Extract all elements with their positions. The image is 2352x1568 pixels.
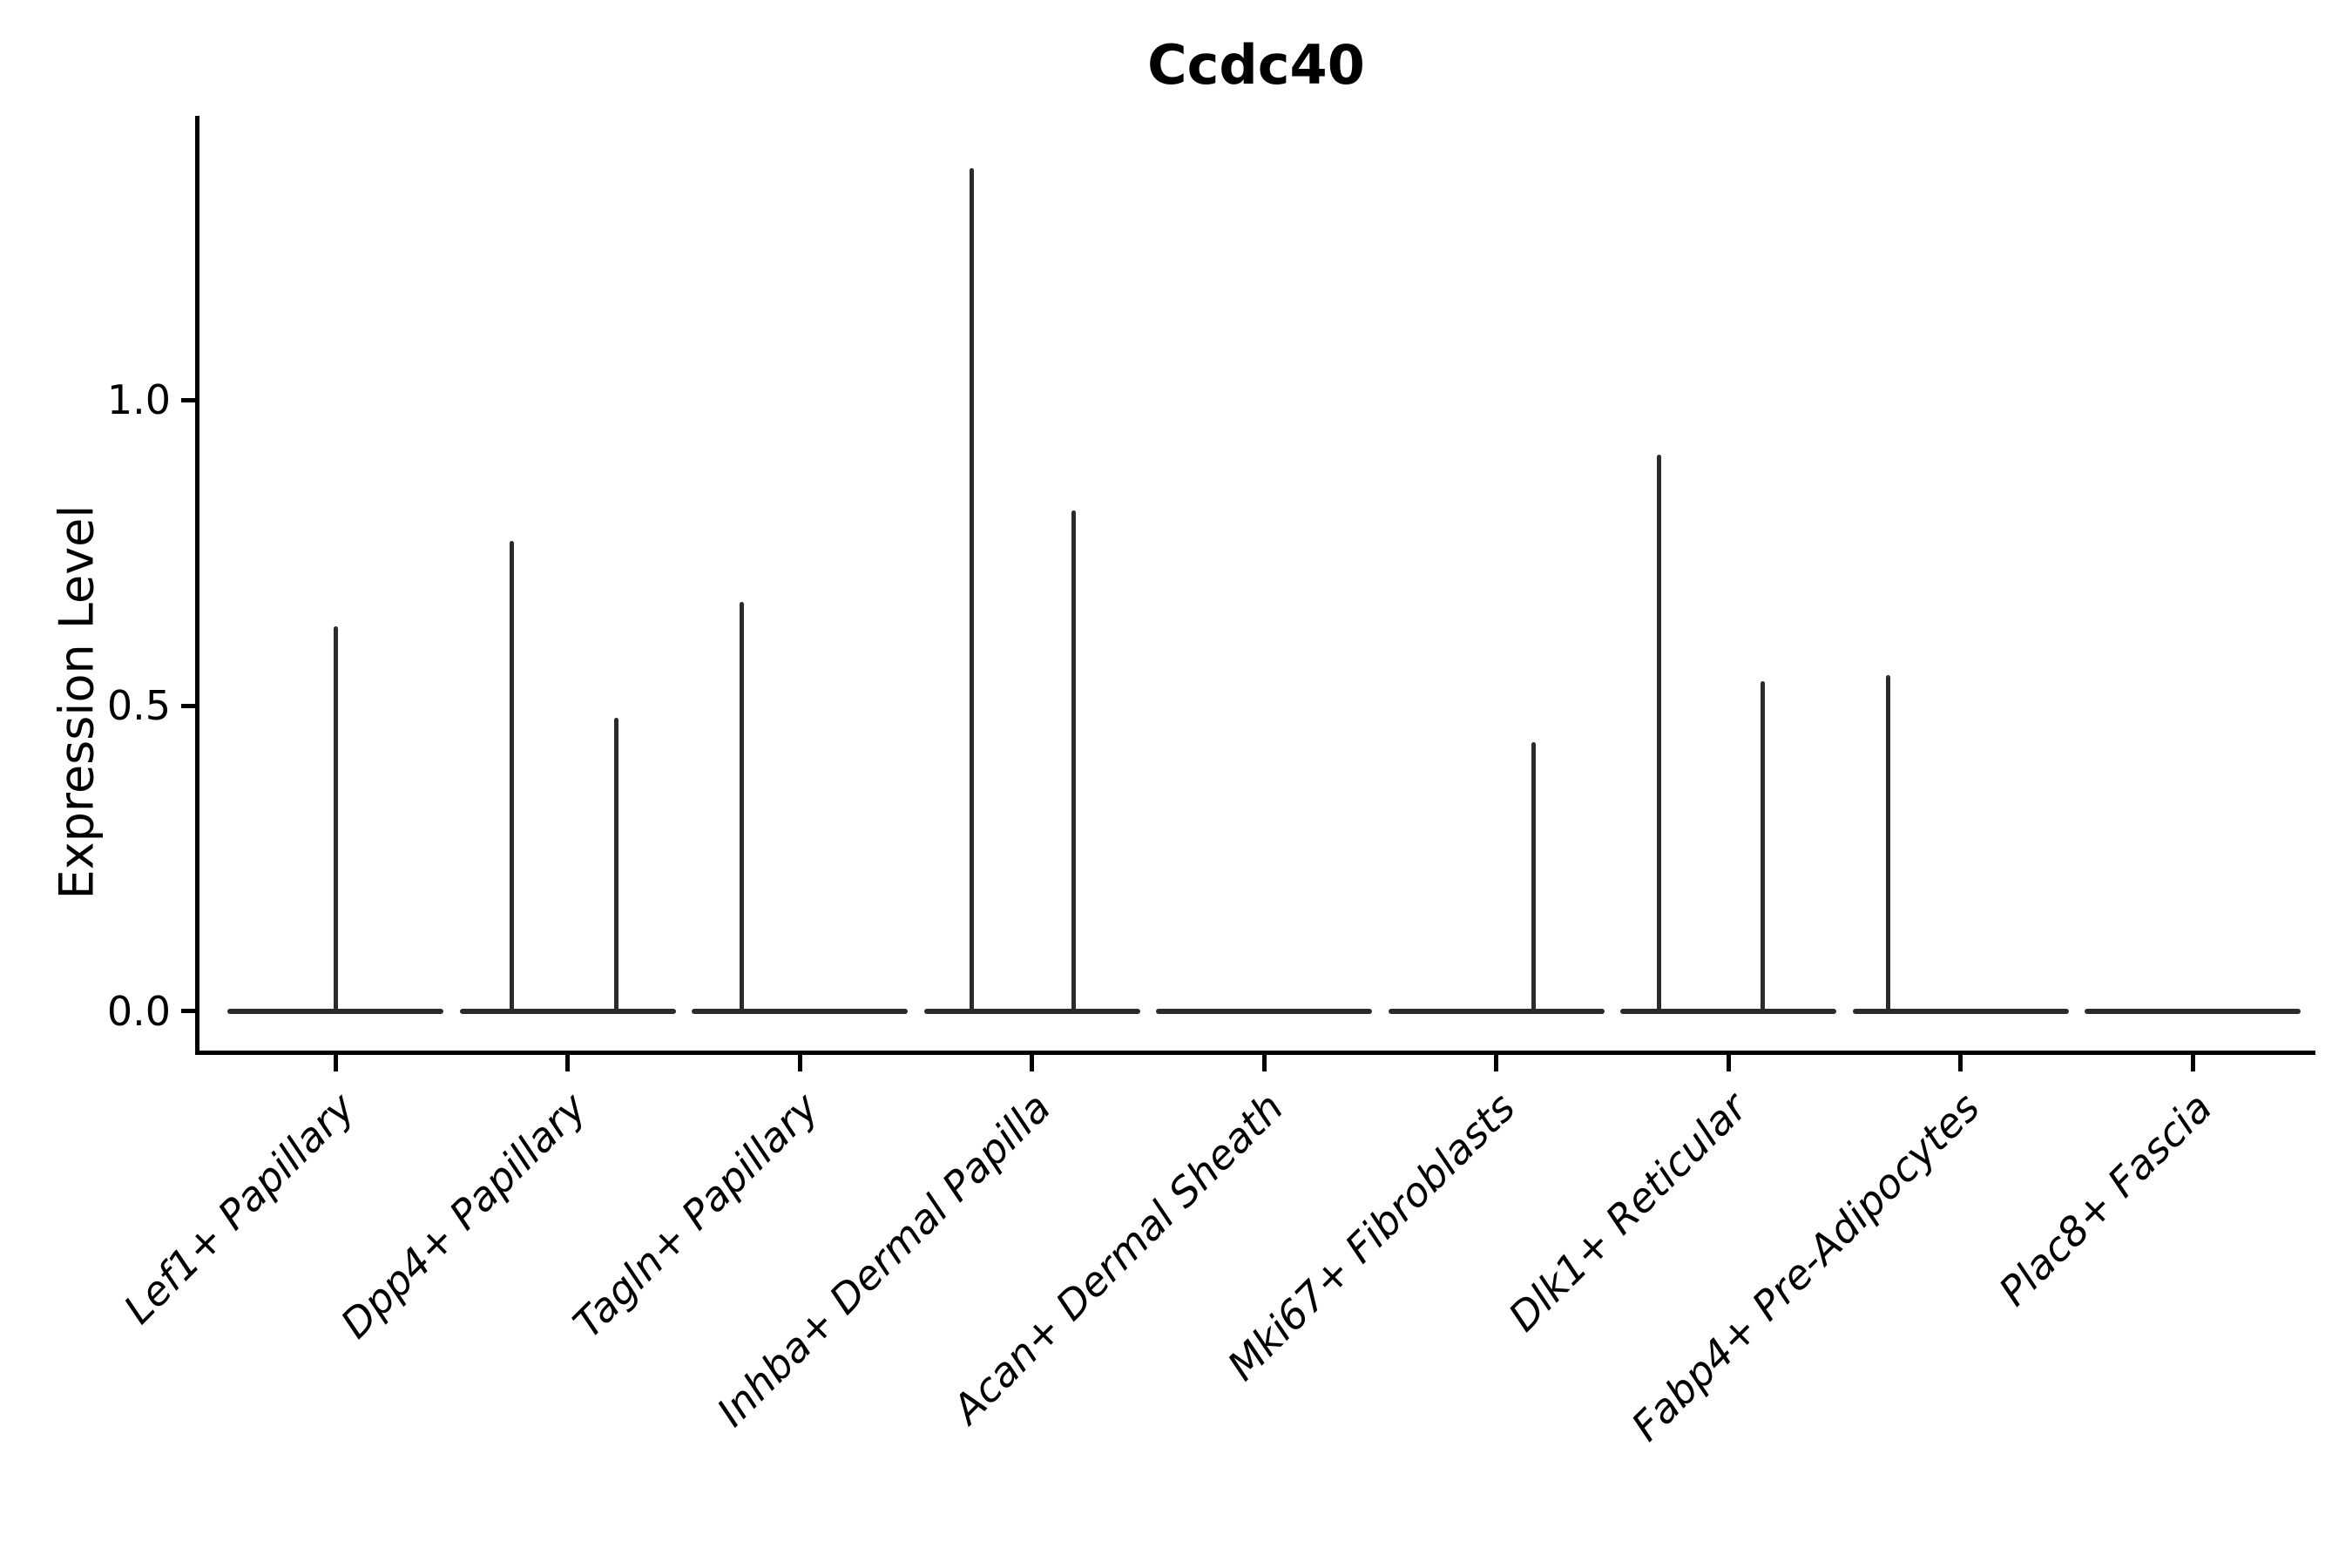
- violin-baseline: [1156, 1008, 1372, 1014]
- y-tick-mark: [181, 1009, 197, 1014]
- violin-baseline: [692, 1008, 908, 1014]
- y-tick-label: 0.5: [106, 682, 171, 730]
- violin-spike: [1761, 681, 1766, 1014]
- y-tick-mark: [181, 703, 197, 708]
- y-axis-label: Expression Level: [49, 504, 105, 900]
- x-tick-label: Plac8+ Fascia: [1989, 1084, 2221, 1315]
- y-tick-mark: [181, 397, 197, 402]
- violin-spike: [1656, 455, 1661, 1014]
- violin-spike: [1531, 742, 1536, 1014]
- x-axis-spine: [195, 1051, 2315, 1055]
- violin-baseline: [1388, 1008, 1605, 1014]
- violin-spike: [969, 167, 974, 1014]
- x-tick-label: Tagln+ Papillary: [564, 1084, 828, 1348]
- x-tick-mark: [1726, 1055, 1731, 1071]
- x-tick-label: Lef1+ Papillary: [114, 1084, 364, 1333]
- violin-spike: [739, 601, 744, 1014]
- y-axis-spine: [195, 116, 199, 1055]
- x-tick-mark: [1494, 1055, 1498, 1071]
- y-tick-label: 1.0: [106, 376, 171, 424]
- y-tick-label: 0.0: [106, 987, 171, 1035]
- violin-baseline: [1620, 1008, 1836, 1014]
- x-tick-mark: [565, 1055, 570, 1071]
- violin-baseline: [1852, 1008, 2069, 1014]
- violin-baseline: [459, 1008, 676, 1014]
- x-tick-mark: [1030, 1055, 1034, 1071]
- chart-title: Ccdc40: [1147, 33, 1365, 97]
- violin-spike: [1071, 510, 1076, 1014]
- x-tick-mark: [1958, 1055, 1963, 1071]
- violin-baseline: [2085, 1008, 2301, 1014]
- x-tick-label: Dlk1+ Reticular: [1499, 1084, 1757, 1341]
- violin-baseline: [923, 1008, 1140, 1014]
- violin-spike: [510, 540, 515, 1014]
- violin-spike: [1886, 675, 1891, 1014]
- violin-spike: [333, 625, 338, 1014]
- x-tick-mark: [333, 1055, 338, 1071]
- x-tick-mark: [797, 1055, 802, 1071]
- violin-spike: [613, 718, 618, 1014]
- x-tick-mark: [2190, 1055, 2195, 1071]
- x-tick-mark: [1261, 1055, 1267, 1071]
- x-tick-label: Dpp4+ Papillary: [332, 1084, 596, 1348]
